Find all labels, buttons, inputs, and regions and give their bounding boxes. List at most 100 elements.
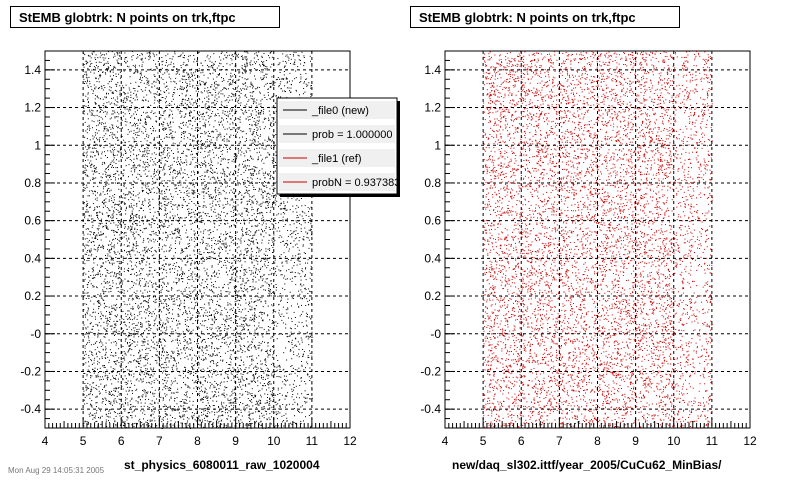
scatter-point: [160, 159, 162, 161]
scatter-point: [98, 222, 100, 224]
scatter-point: [215, 87, 217, 89]
scatter-point: [96, 150, 98, 152]
scatter-point: [155, 81, 157, 83]
scatter-point: [249, 413, 250, 415]
scatter-point: [192, 271, 194, 273]
scatter-point: [115, 177, 116, 179]
scatter-point: [127, 290, 129, 292]
scatter-point: [151, 246, 153, 248]
scatter-point: [259, 178, 261, 180]
scatter-point: [127, 362, 129, 364]
scatter-point: [236, 416, 238, 418]
scatter-point: [84, 292, 86, 294]
scatter-point: [217, 417, 219, 419]
scatter-point: [144, 248, 146, 250]
scatter-point: [264, 191, 266, 193]
scatter-point: [240, 154, 242, 156]
scatter-point: [297, 403, 298, 405]
scatter-point: [117, 422, 118, 424]
scatter-point: [196, 412, 198, 414]
scatter-point: [126, 97, 127, 99]
scatter-point: [100, 192, 102, 194]
scatter-point: [225, 321, 227, 323]
scatter-point: [90, 164, 92, 166]
scatter-point: [196, 274, 198, 276]
scatter-point: [133, 334, 135, 336]
scatter-point: [138, 197, 140, 199]
scatter-point: [304, 227, 306, 229]
scatter-point: [251, 259, 253, 260]
scatter-point: [256, 366, 258, 368]
scatter-point: [177, 214, 178, 216]
scatter-point: [156, 289, 158, 291]
scatter-point: [298, 199, 300, 201]
scatter-point: [262, 385, 263, 387]
scatter-point: [107, 253, 109, 255]
scatter-point: [185, 64, 187, 66]
scatter-point: [230, 327, 232, 329]
scatter-point: [301, 285, 303, 287]
scatter-point: [163, 122, 165, 124]
scatter-point: [103, 103, 105, 105]
scatter-point: [164, 213, 166, 215]
scatter-point: [158, 213, 160, 215]
scatter-point: [251, 301, 253, 303]
scatter-point: [88, 101, 89, 103]
scatter-point: [285, 384, 287, 386]
scatter-point: [191, 98, 193, 100]
scatter-point: [204, 160, 206, 162]
scatter-point: [132, 224, 134, 226]
scatter-point: [87, 92, 89, 94]
scatter-point: [187, 371, 189, 373]
scatter-point: [246, 208, 248, 210]
scatter-point: [241, 421, 243, 423]
scatter-point: [130, 155, 131, 157]
scatter-point: [292, 246, 294, 248]
scatter-point: [249, 139, 251, 141]
scatter-point: [308, 229, 310, 231]
scatter-point: [173, 263, 175, 265]
scatter-point: [215, 192, 217, 194]
scatter-point: [211, 360, 213, 362]
scatter-point: [306, 331, 308, 333]
scatter-point: [232, 174, 233, 176]
scatter-point: [211, 327, 213, 329]
scatter-point: [205, 248, 207, 250]
scatter-point: [170, 317, 172, 319]
scatter-point: [230, 399, 232, 401]
scatter-point: [199, 99, 201, 101]
scatter-point: [158, 247, 160, 249]
scatter-point: [221, 117, 223, 119]
scatter-point: [230, 75, 232, 77]
scatter-point: [274, 293, 276, 295]
scatter-point: [88, 365, 90, 367]
scatter-point: [225, 115, 227, 116]
scatter-point: [232, 121, 234, 123]
scatter-point: [211, 238, 213, 239]
scatter-point: [203, 417, 205, 419]
scatter-point: [290, 350, 292, 352]
scatter-point: [180, 110, 181, 112]
scatter-point: [133, 140, 135, 142]
scatter-point: [287, 259, 289, 260]
scatter-point: [239, 119, 241, 121]
scatter-point: [139, 274, 141, 276]
scatter-point: [215, 287, 217, 289]
scatter-point: [83, 225, 85, 227]
scatter-point: [93, 270, 95, 272]
scatter-point: [111, 97, 113, 99]
scatter-point: [123, 175, 125, 177]
scatter-point: [308, 393, 309, 395]
scatter-point: [135, 95, 137, 97]
scatter-point: [272, 387, 274, 389]
scatter-point: [95, 143, 97, 145]
scatter-point: [119, 234, 121, 236]
scatter-point: [236, 325, 238, 327]
scatter-point: [206, 90, 208, 92]
scatter-point: [121, 119, 123, 121]
scatter-point: [88, 124, 90, 126]
scatter-point: [269, 87, 271, 88]
scatter-point: [217, 147, 219, 149]
scatter-point: [143, 390, 145, 392]
scatter-point: [190, 154, 192, 156]
